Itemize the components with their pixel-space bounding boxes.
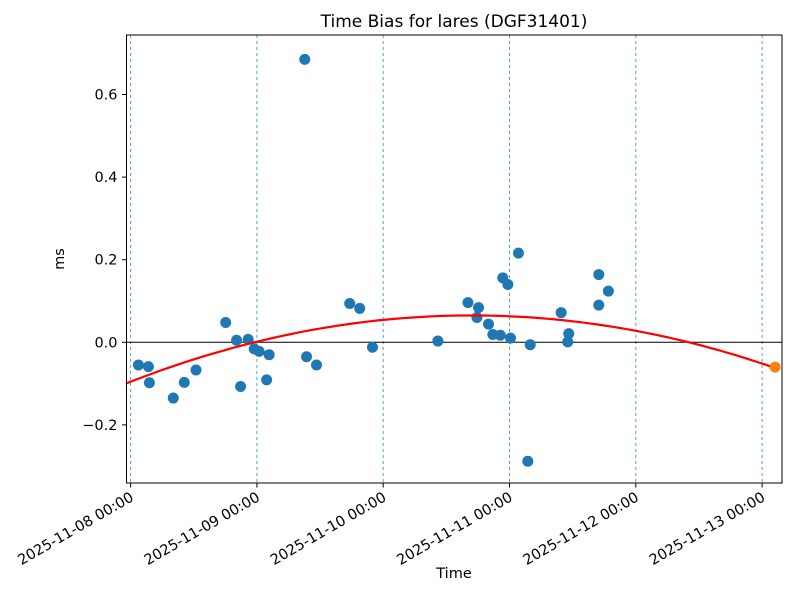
- predicted-point: [769, 361, 781, 373]
- data-point: [462, 297, 474, 309]
- chart-title: Time Bias for lares (DGF31401): [320, 12, 588, 32]
- x-tick-label: 2025-11-09 00:00: [142, 490, 263, 569]
- data-point: [190, 364, 202, 376]
- data-point: [299, 53, 311, 65]
- plot-area: 2025-11-08 00:00 2025-11-09 00:00 2025-11-…: [15, 34, 783, 569]
- data-point: [253, 345, 265, 357]
- data-point: [522, 455, 534, 467]
- data-point: [483, 318, 495, 330]
- data-point: [261, 374, 273, 386]
- data-point: [220, 316, 232, 328]
- fit-curve: [125, 314, 777, 385]
- data-point: [354, 302, 366, 314]
- x-tick-label: 2025-11-08 00:00: [15, 490, 136, 569]
- data-point: [432, 335, 444, 347]
- data-point: [167, 392, 179, 404]
- y-tick-label: 0.0: [94, 335, 117, 351]
- y-tick-label: 0.2: [94, 253, 117, 269]
- data-point: [311, 359, 323, 371]
- data-point: [563, 328, 575, 340]
- data-point: [235, 380, 247, 392]
- data-point: [502, 278, 514, 290]
- y-tick-label: −0.2: [82, 418, 117, 434]
- data-point: [143, 377, 155, 389]
- y-axis-label: ms: [52, 248, 68, 270]
- data-point: [602, 285, 614, 297]
- data-point: [512, 247, 524, 259]
- x-tick-label: 2025-11-12 00:00: [521, 490, 642, 569]
- axes-box: [126, 34, 783, 484]
- data-point: [593, 269, 605, 281]
- y-tick-label: 0.6: [94, 88, 117, 104]
- data-point: [473, 302, 485, 314]
- data-point: [562, 336, 574, 348]
- x-tick-label: 2025-11-10 00:00: [268, 490, 389, 569]
- data-point: [593, 299, 605, 311]
- data-point: [231, 334, 243, 346]
- data-point: [178, 376, 190, 388]
- data-point: [555, 307, 567, 319]
- x-tick-label: 2025-11-13 00:00: [647, 490, 768, 569]
- data-point: [344, 297, 356, 309]
- data-point: [524, 339, 536, 351]
- data-point: [301, 351, 313, 363]
- data-point: [471, 312, 483, 324]
- x-axis-label: Time: [435, 566, 472, 582]
- y-tick-label: 0.4: [94, 170, 117, 186]
- data-point: [132, 359, 144, 371]
- data-point: [263, 349, 275, 361]
- data-point: [505, 332, 517, 344]
- data-point: [366, 341, 378, 353]
- data-point: [494, 329, 506, 341]
- data-point: [142, 361, 154, 373]
- x-tick-label: 2025-11-11 00:00: [394, 490, 515, 569]
